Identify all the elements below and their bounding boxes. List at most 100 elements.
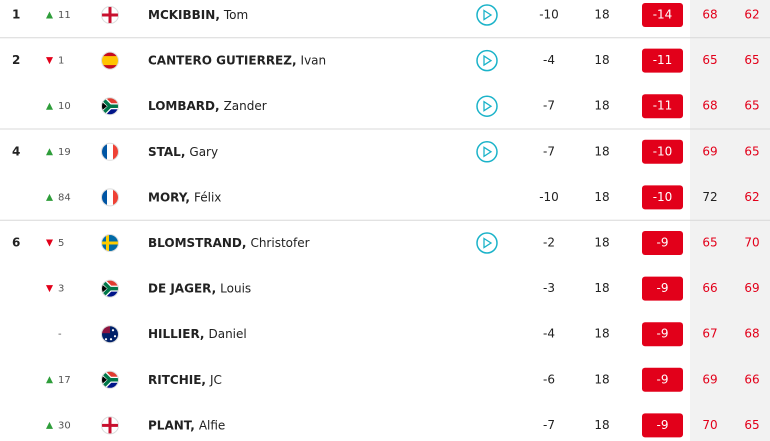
today: -10 (539, 190, 559, 204)
round-score: 72 (702, 190, 717, 204)
player-last: BLOMSTRAND, (148, 236, 246, 250)
total-box (642, 139, 683, 164)
move-down (46, 285, 53, 293)
player-first: Alfie (199, 418, 225, 432)
round-score: 69 (744, 281, 759, 295)
flag-field (101, 288, 119, 298)
video-button[interactable] (476, 4, 498, 26)
move-up (46, 148, 53, 156)
player-first: Gary (189, 144, 218, 158)
flag-band (113, 188, 119, 206)
player-first: Christofer (250, 236, 309, 250)
video-button[interactable] (476, 232, 498, 254)
player-first: Félix (194, 190, 221, 204)
player-last: RITCHIE, (148, 372, 206, 386)
video-button[interactable] (476, 95, 498, 117)
movement: 10 (58, 101, 71, 112)
move-up (46, 102, 53, 110)
flag-star (113, 335, 117, 338)
round-score: 62 (744, 190, 759, 204)
round-score: 69 (702, 144, 717, 158)
player-last: HILLIER, (148, 327, 204, 341)
flag-band (113, 143, 119, 161)
total: -11 (653, 99, 673, 113)
video-icon (483, 100, 493, 112)
total: -9 (657, 236, 669, 250)
total: -10 (653, 144, 673, 158)
flag-field (101, 371, 119, 380)
today: -7 (543, 418, 555, 432)
thru: 18 (594, 99, 609, 113)
player-last: CANTERO GUTIERREZ, (148, 53, 297, 67)
flag-ring (101, 188, 119, 207)
player-first: JC (209, 372, 222, 386)
movement: 11 (58, 10, 71, 21)
video-icon (483, 54, 493, 67)
flag-ring (101, 51, 119, 70)
player-name: CANTERO GUTIERREZ, Ivan (148, 53, 326, 67)
today: -6 (543, 372, 555, 386)
thru: 18 (594, 236, 609, 250)
flag (101, 6, 119, 24)
round-score: 65 (702, 236, 717, 250)
total-box (642, 276, 683, 301)
total: -10 (653, 190, 673, 204)
flag-band (107, 188, 113, 206)
video-button[interactable] (476, 141, 498, 163)
thru: 18 (594, 53, 609, 67)
movement: - (58, 329, 62, 340)
total-box (642, 322, 683, 347)
player-last: LOMBARD, (148, 99, 220, 113)
flag-ring (101, 416, 119, 435)
flag-band (101, 188, 107, 206)
today: -4 (543, 327, 555, 341)
total: -9 (657, 372, 669, 386)
flag-tri (101, 101, 107, 112)
flag-tri (101, 374, 107, 385)
player-last: PLANT, (148, 418, 195, 432)
flag-canton (101, 325, 110, 334)
total: -11 (653, 53, 673, 67)
player-last: MORY, (148, 190, 190, 204)
flag-field (101, 379, 119, 389)
flag-cross (101, 241, 119, 245)
round-score: 69 (702, 372, 717, 386)
today: -10 (539, 8, 559, 22)
player-first: Louis (220, 281, 251, 295)
total: -9 (657, 418, 669, 432)
player-last: STAL, (148, 144, 185, 158)
position: 4 (12, 144, 20, 158)
player-name: RITCHIE, JC (148, 372, 222, 386)
flag-ring (101, 97, 119, 116)
player-name: LOMBARD, Zander (148, 99, 267, 113)
round-score: 70 (702, 418, 717, 432)
round-score: 68 (702, 99, 717, 113)
player-name: PLANT, Alfie (148, 418, 225, 432)
video-button[interactable] (476, 49, 498, 72)
round-score: 66 (744, 372, 759, 386)
movement: 19 (58, 147, 71, 158)
flag-field (101, 280, 119, 289)
flag-ring (101, 6, 119, 24)
today: -3 (543, 281, 555, 295)
total: -9 (657, 327, 669, 341)
total-box (642, 48, 683, 73)
movement: 3 (58, 284, 64, 295)
flag (101, 143, 119, 161)
player-name: HILLIER, Daniel (148, 327, 247, 341)
player-last: DE JAGER, (148, 281, 216, 295)
player-first: Tom (223, 8, 248, 22)
player-first: Zander (224, 99, 267, 113)
total-box (642, 367, 683, 392)
flag-cross (108, 416, 112, 434)
today: -7 (543, 99, 555, 113)
total-box (642, 3, 683, 27)
movement: 17 (58, 375, 71, 386)
move-up (46, 376, 53, 384)
player-name: MORY, Félix (148, 190, 221, 204)
movement: 30 (58, 420, 71, 431)
round-score: 68 (744, 327, 759, 341)
flag-tri (101, 283, 107, 294)
flag-star (104, 338, 108, 341)
